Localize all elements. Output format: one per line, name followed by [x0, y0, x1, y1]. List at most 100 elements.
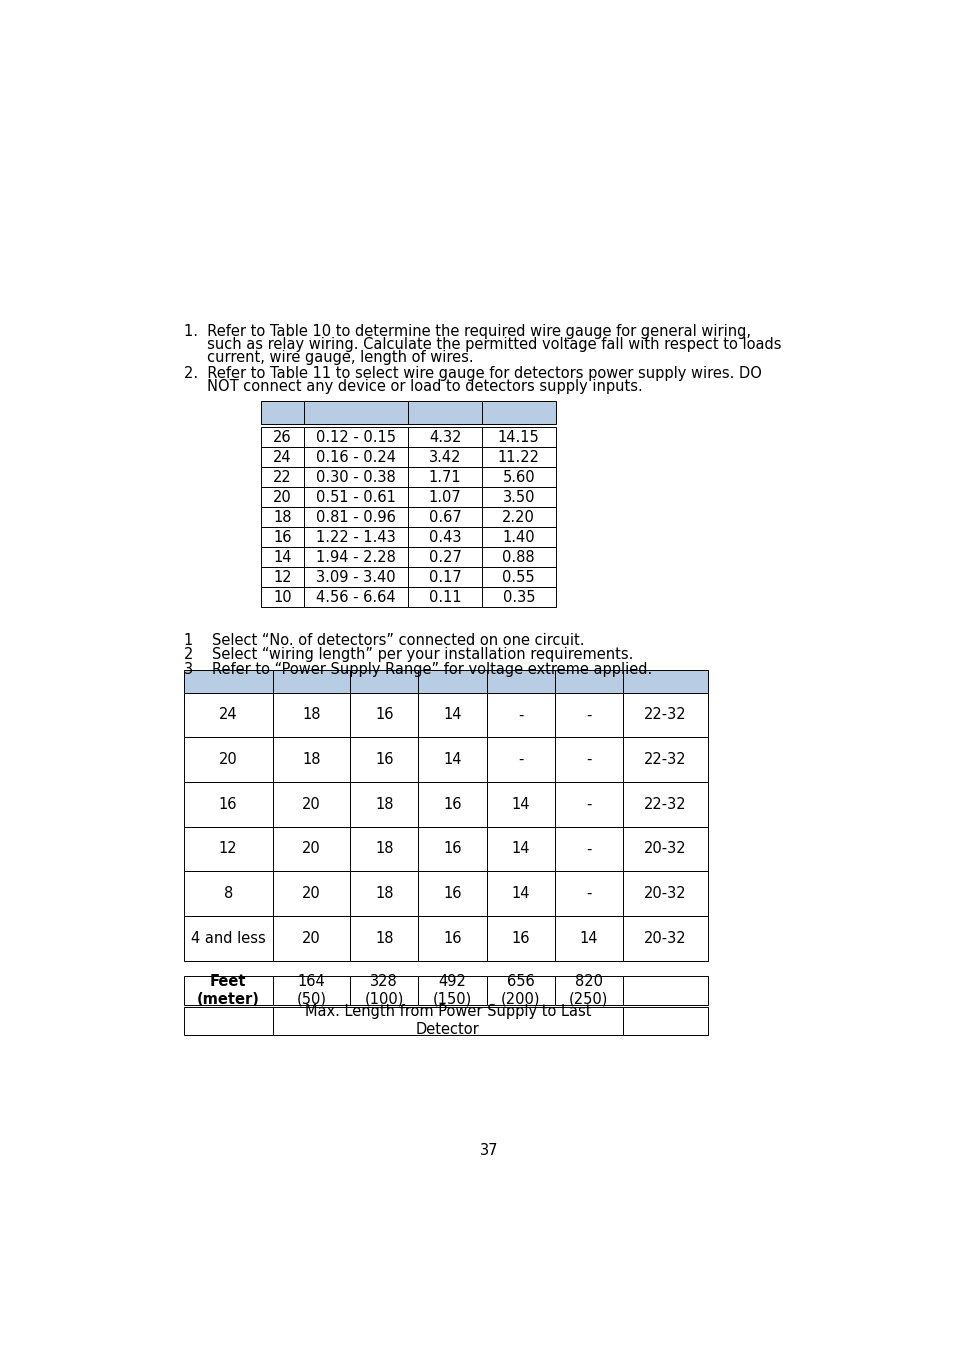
Text: 20: 20 [218, 753, 237, 767]
Text: 492
(150): 492 (150) [433, 974, 472, 1006]
Bar [303, 427, 408, 447]
Text: 18: 18 [302, 753, 320, 767]
Text: 16: 16 [443, 797, 461, 812]
Text: 14: 14 [443, 753, 461, 767]
Bar [261, 447, 303, 467]
Bar [273, 782, 350, 827]
Text: 0.88: 0.88 [502, 550, 535, 565]
Bar [183, 871, 273, 916]
Bar [350, 670, 418, 704]
Text: 14.15: 14.15 [497, 430, 539, 444]
Text: 4.56 - 6.64: 4.56 - 6.64 [315, 589, 395, 605]
Bar [481, 567, 555, 588]
Bar [408, 547, 481, 567]
Bar [555, 871, 622, 916]
Bar [350, 782, 418, 827]
Bar [273, 827, 350, 871]
Text: 12: 12 [218, 842, 237, 857]
Bar [418, 975, 486, 1005]
Text: 24: 24 [273, 450, 292, 465]
Bar [622, 916, 707, 961]
Text: 0.30 - 0.38: 0.30 - 0.38 [315, 470, 395, 485]
Bar [350, 975, 418, 1005]
Bar [622, 670, 707, 704]
Bar [273, 738, 350, 782]
Text: 20-32: 20-32 [643, 842, 686, 857]
Bar [261, 488, 303, 507]
Text: 16: 16 [273, 530, 292, 544]
Bar [622, 827, 707, 871]
Bar [486, 670, 555, 704]
Bar [350, 916, 418, 961]
Text: Select “wiring length” per your installation requirements.: Select “wiring length” per your installa… [212, 647, 633, 662]
Bar [350, 871, 418, 916]
Bar [418, 693, 486, 738]
Text: 20: 20 [273, 489, 292, 504]
Text: 4.32: 4.32 [429, 430, 461, 444]
Text: 2.20: 2.20 [502, 509, 535, 524]
Text: 16: 16 [443, 886, 461, 901]
Bar [408, 427, 481, 447]
Text: 20: 20 [302, 842, 320, 857]
Text: -: - [517, 753, 523, 767]
Bar [622, 975, 707, 1005]
Bar [486, 827, 555, 871]
Text: 16: 16 [375, 708, 394, 723]
Bar [481, 427, 555, 447]
Bar [183, 916, 273, 961]
Bar [418, 738, 486, 782]
Bar [261, 588, 303, 607]
Bar [273, 670, 350, 704]
Text: 4 and less: 4 and less [191, 931, 265, 946]
Bar [261, 427, 303, 447]
Bar [303, 488, 408, 507]
Text: 1: 1 [183, 632, 193, 647]
Bar [418, 871, 486, 916]
Text: 18: 18 [375, 797, 394, 812]
Bar [555, 738, 622, 782]
Text: 0.55: 0.55 [502, 570, 535, 585]
Bar [273, 1006, 622, 1035]
Text: 656
(200): 656 (200) [500, 974, 540, 1006]
Bar [303, 567, 408, 588]
Bar [350, 693, 418, 738]
Text: -: - [585, 708, 591, 723]
Bar [555, 670, 622, 704]
Text: 5.60: 5.60 [502, 470, 535, 485]
Bar [418, 827, 486, 871]
Bar [622, 738, 707, 782]
Bar [303, 588, 408, 607]
Text: 14: 14 [511, 886, 530, 901]
Text: 0.27: 0.27 [428, 550, 461, 565]
Bar [408, 507, 481, 527]
Bar [486, 782, 555, 827]
Bar [408, 447, 481, 467]
Bar [481, 507, 555, 527]
Text: such as relay wiring. Calculate the permitted voltage fall with respect to loads: such as relay wiring. Calculate the perm… [183, 336, 781, 351]
Bar [486, 693, 555, 738]
Bar [622, 693, 707, 738]
Text: 16: 16 [218, 797, 237, 812]
Bar [261, 467, 303, 488]
Text: 328
(100): 328 (100) [364, 974, 403, 1006]
Text: 11.22: 11.22 [497, 450, 539, 465]
Bar [183, 782, 273, 827]
Bar [261, 547, 303, 567]
Bar [486, 916, 555, 961]
Text: 18: 18 [375, 842, 394, 857]
Bar [481, 488, 555, 507]
Bar [555, 782, 622, 827]
Bar [622, 871, 707, 916]
Bar [481, 447, 555, 467]
Bar [408, 467, 481, 488]
Bar [183, 670, 273, 704]
Text: 0.67: 0.67 [428, 509, 461, 524]
Text: 14: 14 [443, 708, 461, 723]
Bar [261, 401, 303, 424]
Text: 12: 12 [273, 570, 292, 585]
Bar [408, 588, 481, 607]
Text: 18: 18 [273, 509, 292, 524]
Bar [183, 975, 273, 1005]
Bar [273, 975, 350, 1005]
Text: 2.  Refer to Table 11 to select wire gauge for detectors power supply wires. DO: 2. Refer to Table 11 to select wire gaug… [183, 366, 760, 381]
